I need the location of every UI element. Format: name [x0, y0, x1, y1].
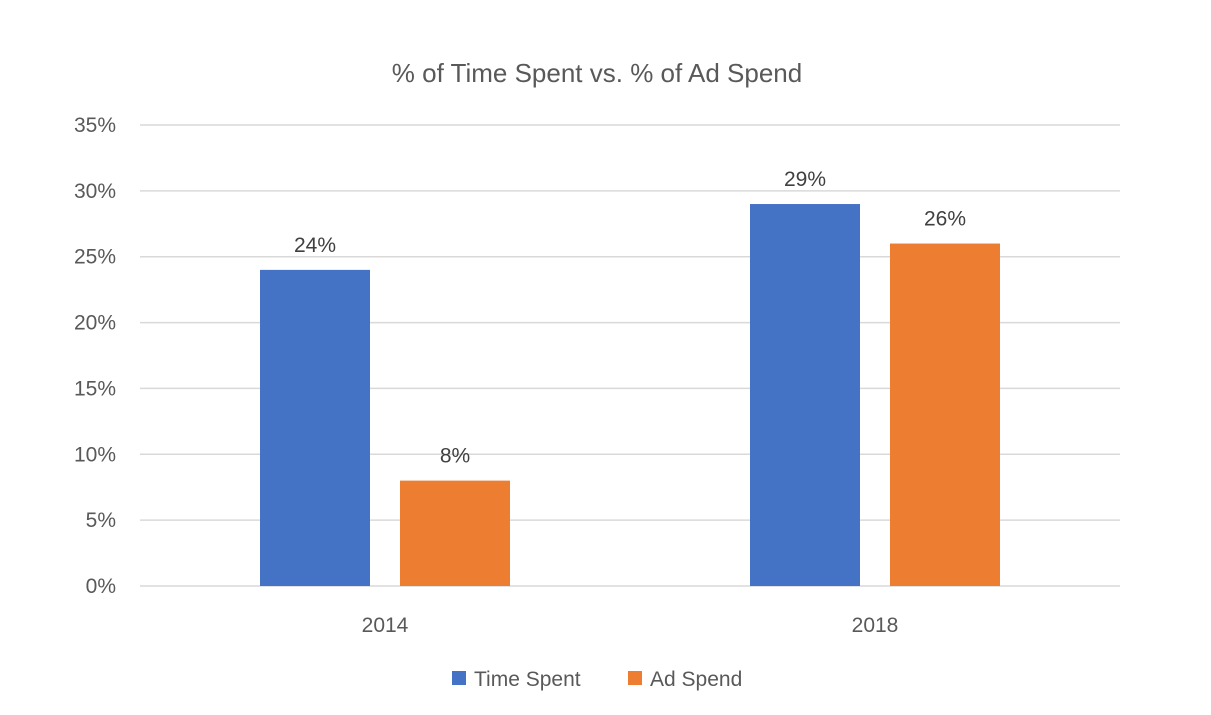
- x-category-label: 2014: [362, 614, 409, 637]
- data-label: 24%: [294, 234, 336, 257]
- y-tick-label: 25%: [74, 246, 116, 269]
- bar-ad-spend-2014: [400, 480, 510, 586]
- y-tick-label: 35%: [74, 114, 116, 137]
- y-axis-tick-labels: 0% 5% 10% 15% 20% 25% 30% 35%: [74, 114, 116, 598]
- legend-label: Ad Spend: [650, 668, 742, 691]
- y-tick-label: 30%: [74, 180, 116, 203]
- y-tick-label: 0%: [86, 575, 116, 598]
- x-category-label: 2018: [852, 614, 899, 637]
- bar-time-spent-2014: [260, 269, 370, 586]
- data-label: 29%: [784, 168, 826, 191]
- bar-time-spent-2018: [750, 204, 860, 586]
- legend-label: Time Spent: [474, 668, 581, 691]
- y-tick-label: 20%: [74, 312, 116, 335]
- y-tick-label: 5%: [86, 509, 116, 532]
- legend-swatch: [452, 671, 466, 685]
- x-axis-category-labels: 2014 2018: [362, 614, 899, 637]
- data-label: 8%: [440, 445, 470, 468]
- legend: Time Spent Ad Spend: [452, 668, 742, 691]
- legend-swatch: [628, 671, 642, 685]
- data-label: 26%: [924, 208, 966, 231]
- bars: [260, 204, 1000, 587]
- chart-title: % of Time Spent vs. % of Ad Spend: [392, 58, 802, 88]
- bar-ad-spend-2018: [890, 243, 1000, 587]
- y-tick-label: 10%: [74, 443, 116, 466]
- y-tick-label: 15%: [74, 377, 116, 400]
- data-labels: 24% 8% 29% 26%: [294, 168, 966, 468]
